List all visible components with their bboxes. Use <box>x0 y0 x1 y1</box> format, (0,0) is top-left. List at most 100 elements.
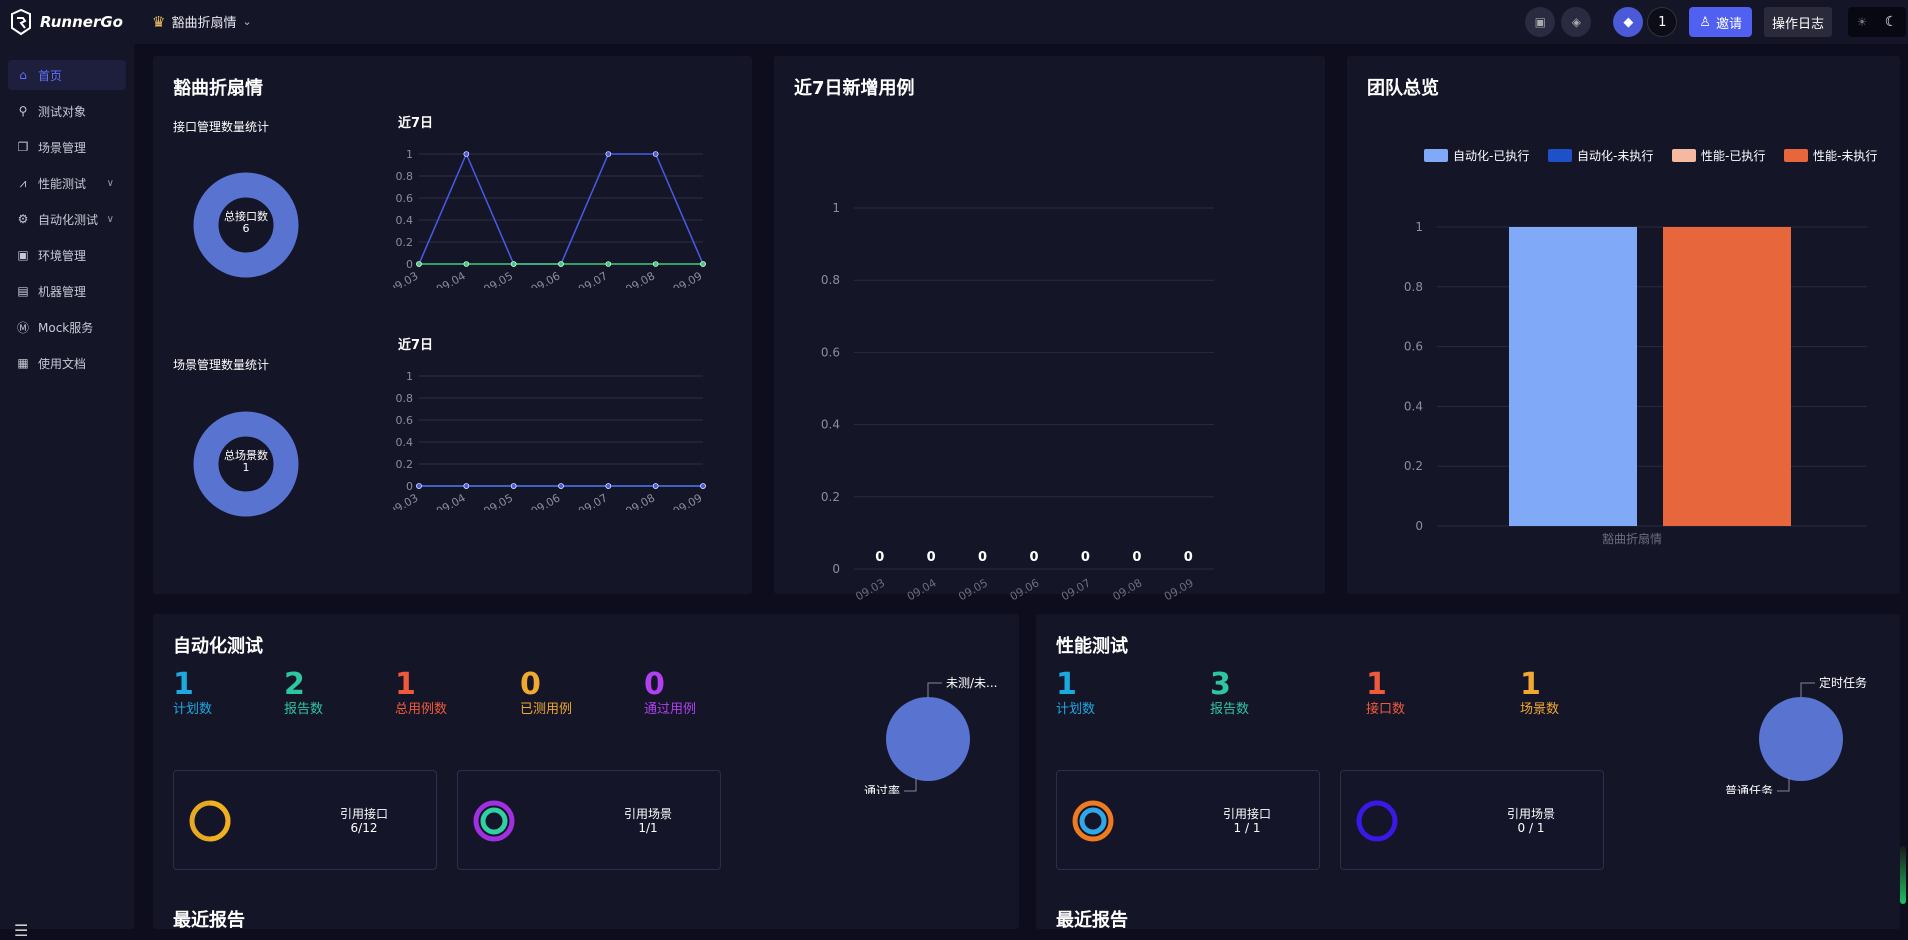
performance-card: 性能测试 1 计划数 3 报告数 1 接口数 1 场景数 引用接口 1 / 1 … <box>1036 614 1900 931</box>
stat-label: 报告数 <box>284 702 324 717</box>
ref-api-label: 引用接口 <box>1222 807 1271 821</box>
ref-scene-ring-icon <box>1356 800 1398 842</box>
y-tick-label: 0.2 <box>396 458 414 471</box>
collapse-sidebar-icon[interactable]: ☰ <box>14 921 29 940</box>
logo[interactable]: RunnerGo <box>8 8 123 36</box>
env-icon: ▣ <box>17 248 29 262</box>
scene-donut <box>193 411 299 517</box>
scene-line-chart: 0 0.2 0.4 0.6 0.8 1 09.03 09.04 09.05 09.06 09.07 0… <box>393 370 706 510</box>
api-donut <box>193 172 299 278</box>
operation-log-button[interactable]: 操作日志 <box>1763 7 1832 37</box>
ref-api-ring-icon <box>189 800 231 842</box>
layers-icon: ❐ <box>17 140 29 154</box>
stat-value: 1 <box>395 667 416 702</box>
sidebar-item-docs[interactable]: ▦ 使用文档 <box>8 348 126 378</box>
data-point <box>558 483 564 489</box>
stat-label: 报告数 <box>1210 702 1250 717</box>
auto-stat-passed: 0 通过用例 <box>644 668 696 718</box>
theme-toggle[interactable]: ☀ ☾ <box>1848 7 1906 37</box>
doc-button[interactable]: ▣ <box>1525 7 1556 37</box>
data-point <box>463 151 470 157</box>
link-icon: ⚲ <box>18 104 28 118</box>
runnergo-logo-icon <box>11 8 31 36</box>
recent-reports-title: 最近报告 <box>1056 910 1128 931</box>
x-tick-label: 豁曲折扇情 <box>1602 531 1662 546</box>
ref-scene-text: 引用场景 0 / 1 <box>1471 807 1591 835</box>
legend-swatch <box>1672 149 1696 162</box>
scrollbar-thumb[interactable] <box>1900 846 1906 904</box>
moon-icon[interactable]: ☾ <box>1884 14 1898 30</box>
x-tick-label: 09.08 <box>623 491 657 510</box>
sidebar-item-home[interactable]: ⌂ 首页 <box>8 60 126 90</box>
x-tick-label: 09.06 <box>529 269 563 288</box>
x-tick-label: 09.09 <box>671 269 705 288</box>
x-tick-label: 09.03 <box>393 491 421 510</box>
ref-scene-text: 引用场景 1/1 <box>588 807 708 835</box>
sidebar-item-label: 场景管理 <box>38 140 87 155</box>
new-cases-chart: 0 0.2 0.4 0.6 0.8 1 0 09.03 0 09.04 0 09.05 0 09.06 0 0… <box>821 201 1214 603</box>
api-line-chart: 0 0.2 0.4 0.6 0.8 1 09.03 09.04 09.05 09.06 09.07 0… <box>393 148 706 288</box>
invite-button[interactable]: ♙ 邀请 <box>1689 7 1752 37</box>
stat-label: 计划数 <box>1056 702 1096 717</box>
sidebar-item-label: 首页 <box>38 68 63 83</box>
data-point <box>416 483 422 489</box>
avatar[interactable]: ◆ <box>1613 7 1644 37</box>
stat-value: 1 <box>1366 667 1387 702</box>
chevron-down-icon: ∨ <box>106 213 114 225</box>
y-tick-label: 0.4 <box>821 418 840 432</box>
perf-ref-api-box: 引用接口 1 / 1 <box>1056 770 1320 870</box>
data-point <box>605 261 612 267</box>
y-tick-label: 0.4 <box>1404 399 1423 413</box>
sidebar-item-environments[interactable]: ▣ 环境管理 <box>8 240 126 270</box>
top-bar: RunnerGo ♛ 豁曲折扇情 ⌄ ▣ ◈ ◆ 1 ♙ 邀请 操作日志 ☀ ☾ <box>0 0 1908 44</box>
new-cases-card: 近7日新增用例 0 0.2 0.4 0.6 0.8 1 0 09.03 0 09.04 0 09.05… <box>774 56 1325 603</box>
sidebar-item-test-objects[interactable]: ⚲ 测试对象 <box>8 96 126 126</box>
pie-leader-line <box>927 682 942 697</box>
ref-scene-value: 1/1 <box>638 821 658 835</box>
ref-scene-label: 引用场景 <box>623 807 672 821</box>
legend-swatch <box>1548 149 1572 162</box>
team-selector[interactable]: ♛ 豁曲折扇情 ⌄ <box>152 12 252 32</box>
data-point <box>700 483 706 489</box>
perf-stat-scenes: 1 场景数 <box>1520 668 1559 718</box>
y-tick-label: 1 <box>1415 220 1423 234</box>
data-point <box>652 261 659 267</box>
x-tick-label: 09.06 <box>1008 576 1042 603</box>
x-tick-label: 09.07 <box>576 491 610 510</box>
chevron-down-icon: ∨ <box>106 177 114 189</box>
x-tick-label: 09.07 <box>576 269 610 288</box>
sidebar-item-performance[interactable]: ⩘ 性能测试 ∨ <box>8 168 126 198</box>
sun-icon[interactable]: ☀ <box>1856 15 1868 29</box>
y-tick-label: 0.6 <box>396 192 414 205</box>
y-tick-label: 1 <box>832 201 840 215</box>
data-label: 0 <box>927 550 936 565</box>
scene-donut-label: 总场景数 1 <box>193 450 299 474</box>
sidebar-item-automation[interactable]: ⚙ 自动化测试 ∨ <box>8 204 126 234</box>
team-stats-card: 豁曲折扇情 接口管理数量统计 近7日 场景管理数量统计 近7日 总接口数 6 总… <box>153 56 752 594</box>
scene-total-value: 1 <box>242 461 250 474</box>
auto-ref-scene-box: 引用场景 1/1 <box>457 770 721 870</box>
ref-api-text: 引用接口 6/12 <box>304 807 424 835</box>
sidebar-item-scenes[interactable]: ❐ 场景管理 <box>8 132 126 162</box>
perf-stat-plans: 1 计划数 <box>1056 668 1095 718</box>
stat-label: 接口数 <box>1366 702 1406 717</box>
x-tick-label: 09.08 <box>1111 576 1145 603</box>
data-point <box>463 261 470 267</box>
sidebar-item-label: 环境管理 <box>38 248 87 263</box>
mock-icon: Ⓜ <box>16 320 29 335</box>
cube-button[interactable]: ◈ <box>1561 7 1592 37</box>
y-tick-label: 0.8 <box>821 273 840 287</box>
auto-stat-cases: 1 总用例数 <box>395 668 447 718</box>
x-tick-label: 09.05 <box>481 491 515 510</box>
notification-count[interactable]: 1 <box>1647 7 1678 37</box>
perf-ref-scene-box: 引用场景 0 / 1 <box>1340 770 1604 870</box>
y-tick-label: 0.8 <box>396 392 414 405</box>
sidebar-item-machines[interactable]: ▤ 机器管理 <box>8 276 126 306</box>
stat-value: 0 <box>644 667 665 702</box>
y-tick-label: 0.2 <box>821 490 840 504</box>
pie-label: 未测/未... <box>946 676 998 690</box>
sidebar-item-mock[interactable]: Ⓜ Mock服务 <box>8 312 126 342</box>
ref-api-text: 引用接口 1 / 1 <box>1187 807 1307 835</box>
card-title: 性能测试 <box>1056 636 1128 657</box>
pie-slice <box>886 697 970 781</box>
